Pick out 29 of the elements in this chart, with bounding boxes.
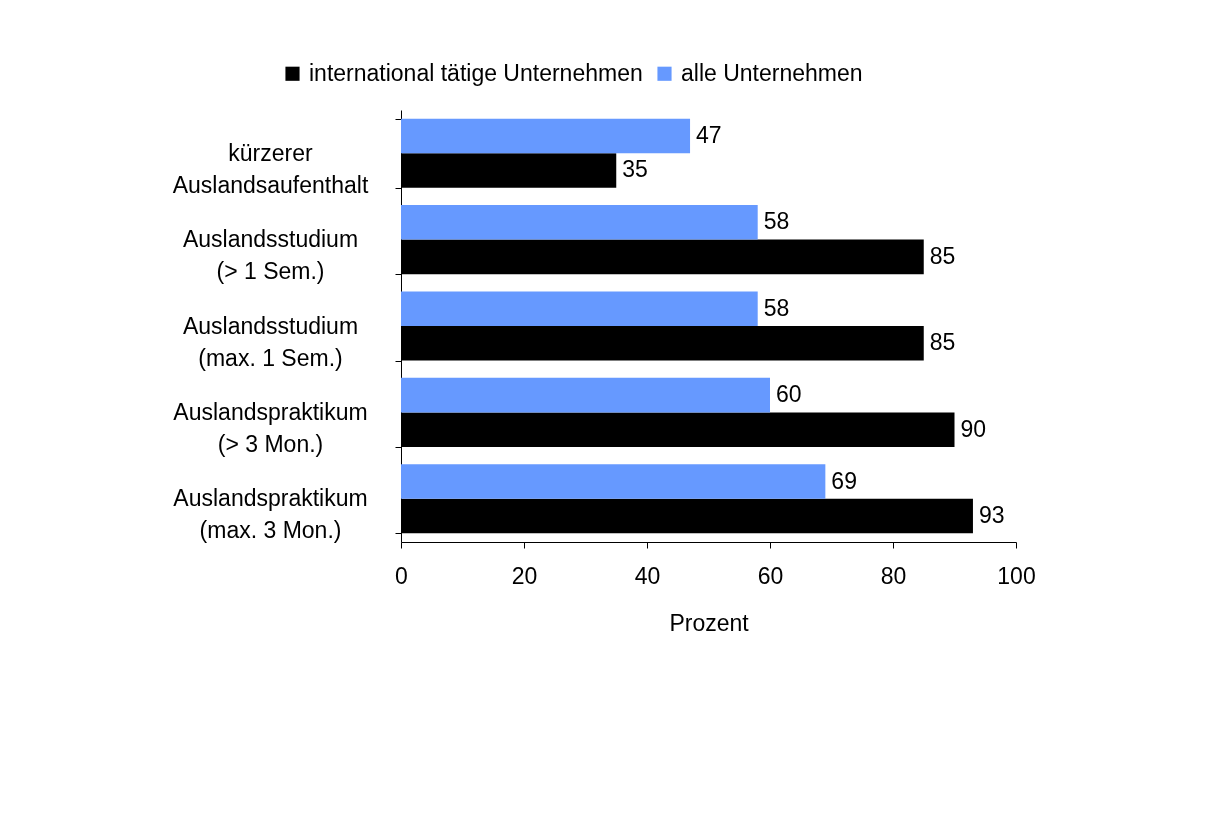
data-label: 47 [696,121,722,148]
x-tick-label: 80 [880,562,907,589]
bar [401,118,691,154]
y-tick-label: kürzerer Auslandsaufenthalt [172,139,369,198]
y-tick-label: Auslandspraktikum (max. 3 Mon.) [173,485,368,544]
x-tick-label: 100 [997,562,1036,589]
bar [401,377,770,413]
data-label: 35 [622,156,648,183]
x-tick-label: 0 [395,562,408,589]
legend-label: international tätige Unternehmen [309,59,643,86]
data-label: 85 [929,329,956,356]
data-label: 85 [929,242,956,269]
data-label: 58 [763,294,790,321]
x-tick-label: 20 [511,562,538,589]
data-label: 60 [776,381,802,408]
y-tick-label: Auslandsstudium (max. 1 Sem.) [182,312,359,371]
data-label: 58 [763,208,790,235]
x-tick-label: 40 [634,562,661,589]
y-tick-label: Auslandspraktikum (> 3 Mon.) [173,398,368,457]
y-tick-label: Auslandsstudium (> 1 Sem.) [182,226,359,285]
x-tick-label: 60 [757,562,784,589]
bar [401,464,826,499]
bar [401,291,758,326]
legend-label: alle Unternehmen [681,59,863,86]
data-label: 93 [978,502,1005,529]
bar [401,205,758,240]
data-label: 90 [960,415,987,442]
data-label: 69 [831,467,857,494]
x-axis-title: Prozent [669,609,750,636]
